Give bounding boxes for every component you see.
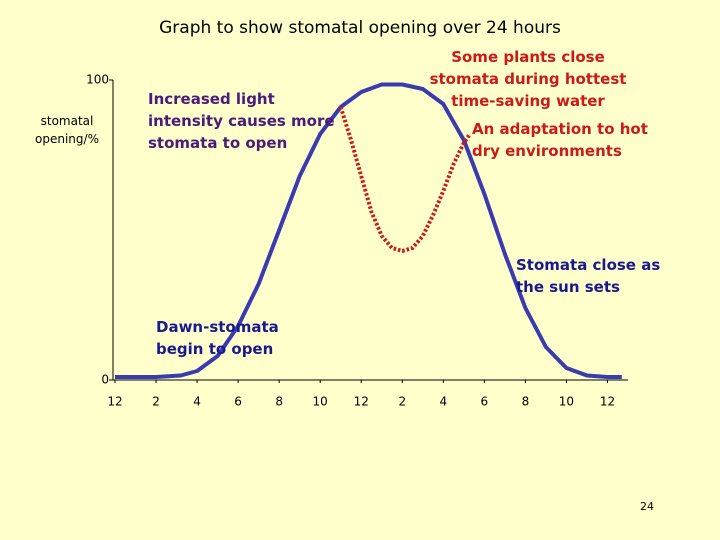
x-tick-label: 2 <box>398 395 406 409</box>
annotation: Dawn-stomata begin to open <box>156 318 279 358</box>
x-tick-label: 4 <box>193 395 201 409</box>
x-tick-label: 10 <box>313 395 328 409</box>
x-tick-label: 12 <box>354 395 369 409</box>
x-tick-label: 8 <box>522 395 530 409</box>
annotation: Increased light intensity causes more st… <box>148 90 335 152</box>
x-tick-label: 12 <box>600 395 615 409</box>
x-tick-label: 4 <box>439 395 447 409</box>
y-tick-label: 100 <box>86 73 109 87</box>
x-tick-label: 8 <box>275 395 283 409</box>
annotation: Stomata close as the sun sets <box>516 256 661 296</box>
page-number: 24 <box>640 500 654 513</box>
y-axis-label: stomatal opening/% <box>35 114 99 146</box>
x-tick-label: 10 <box>559 395 574 409</box>
annotation: Some plants close stomata during hottest… <box>429 48 627 110</box>
annotation: An adaptation to hot dry environments <box>472 120 648 160</box>
x-tick-label: 6 <box>481 395 489 409</box>
x-tick-label: 6 <box>234 395 242 409</box>
chart-title: Graph to show stomatal opening over 24 h… <box>159 18 561 38</box>
x-tick-label: 12 <box>107 395 122 409</box>
x-tick-label: 2 <box>152 395 160 409</box>
y-tick-label: 0 <box>101 373 109 387</box>
series-line <box>115 82 622 379</box>
series-line <box>338 106 472 253</box>
